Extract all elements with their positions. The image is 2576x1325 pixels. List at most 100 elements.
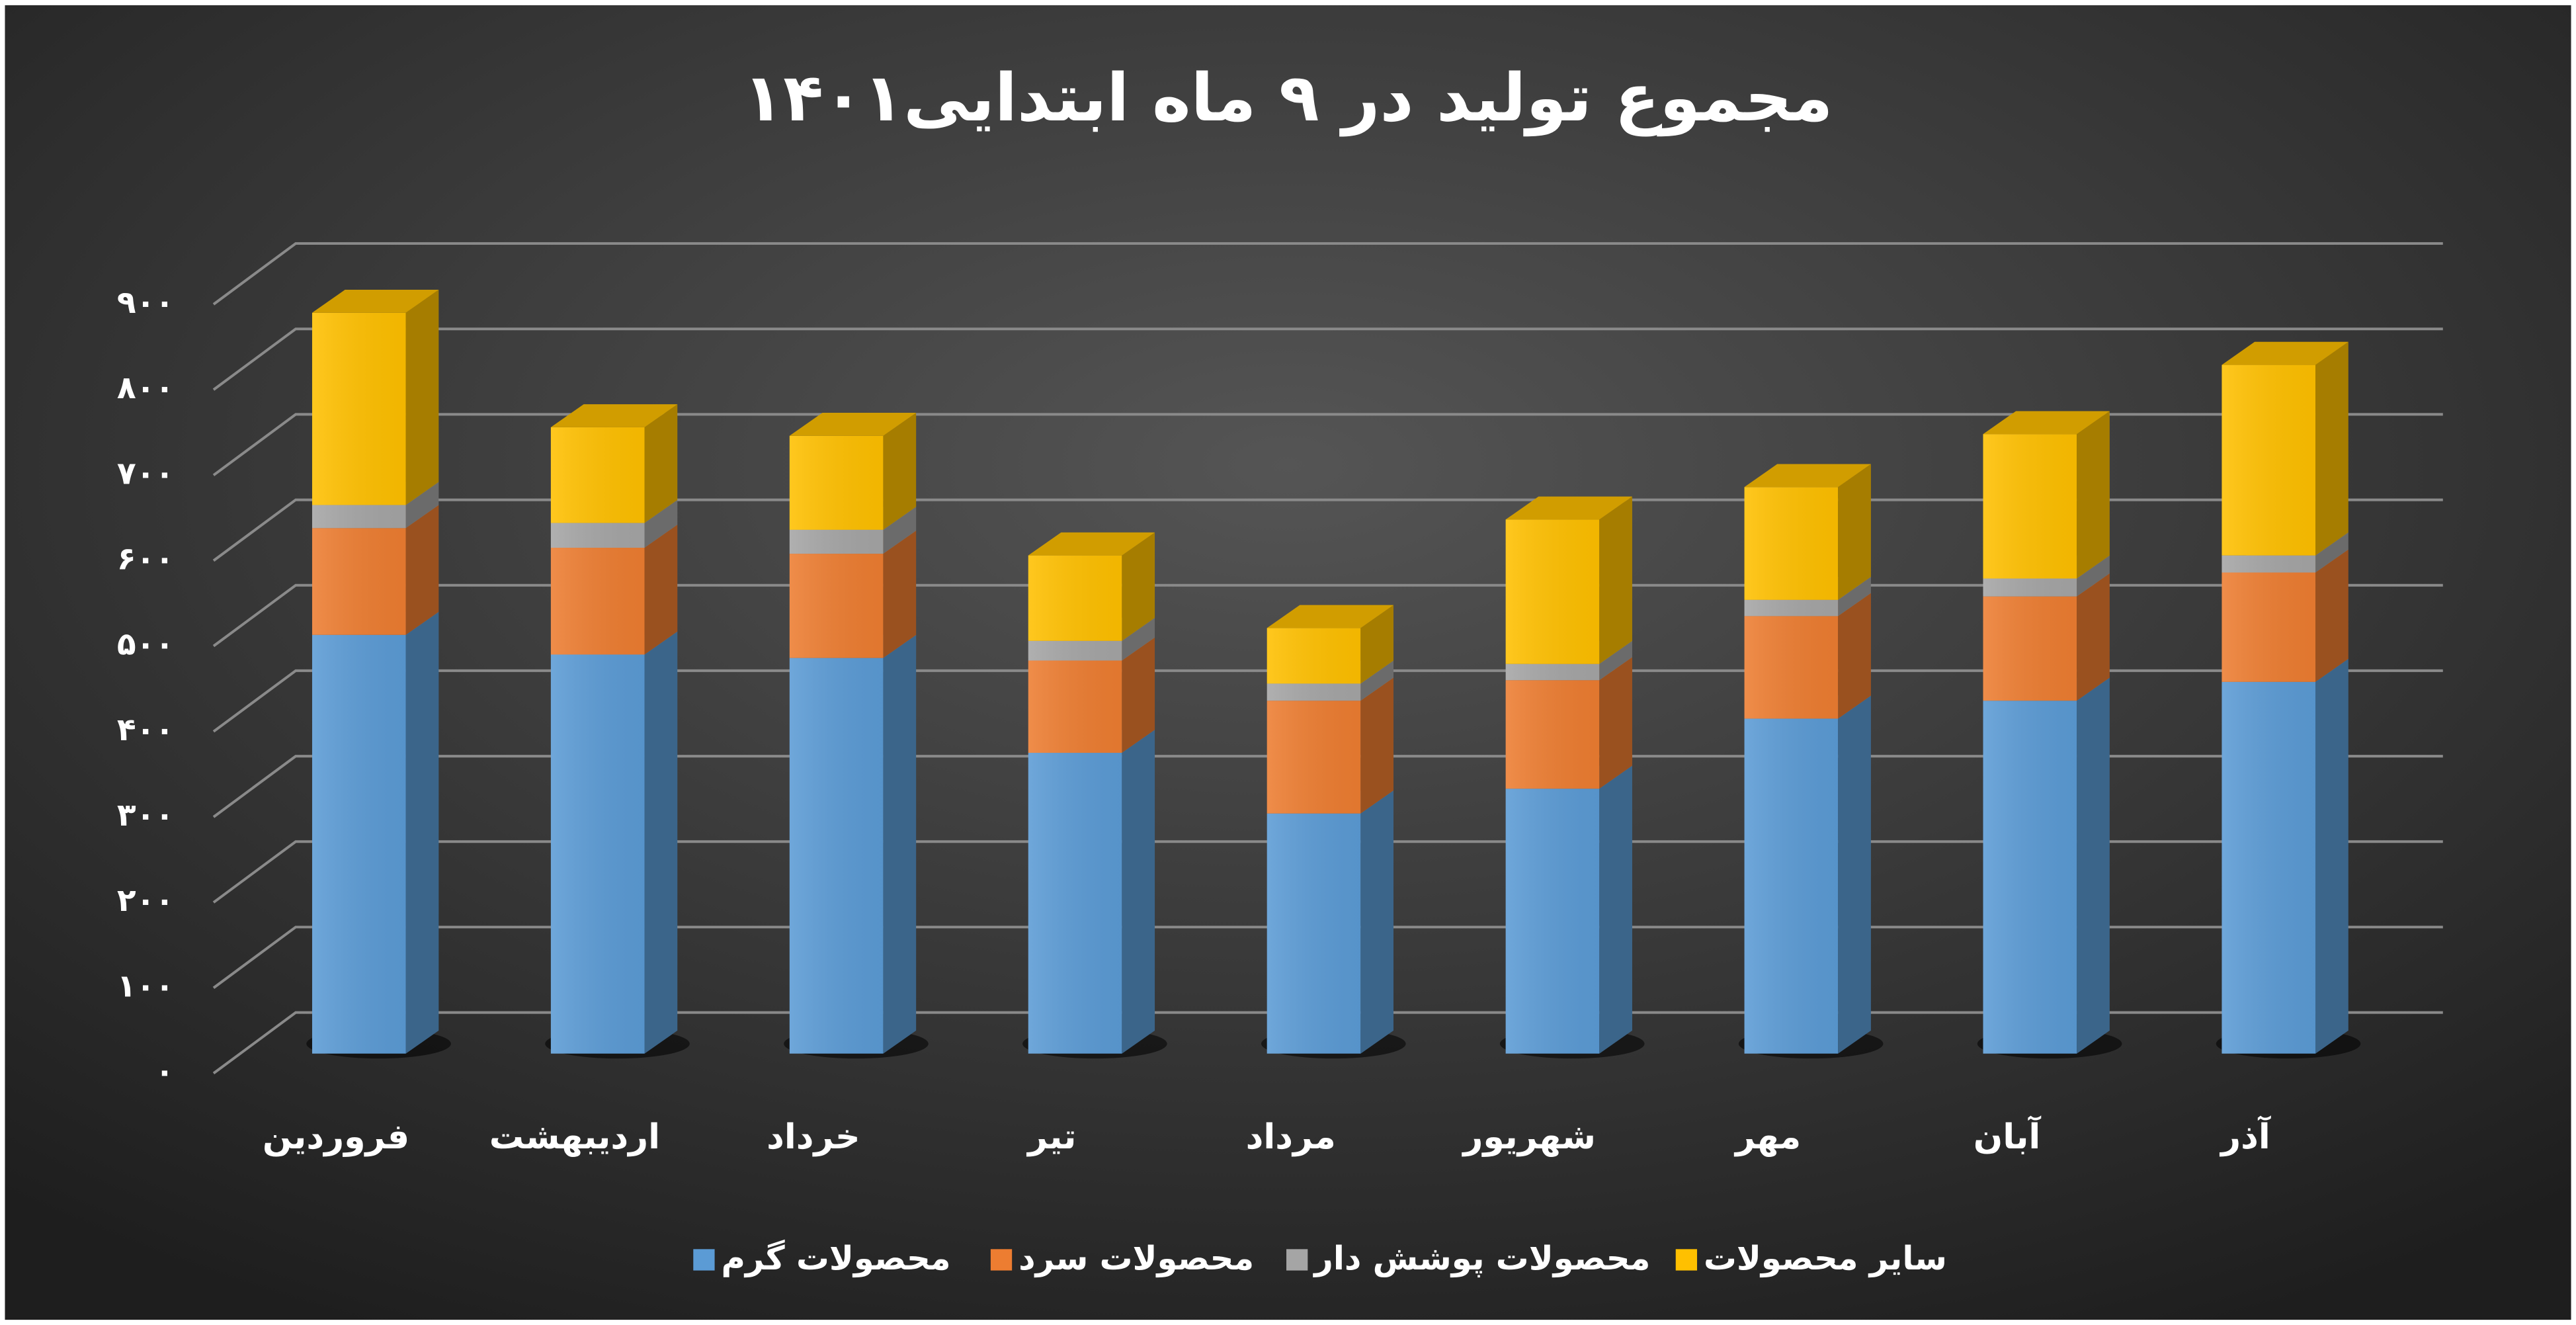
bar-side (644, 525, 678, 655)
bar-side (2315, 549, 2348, 682)
legend-label: محصولات پوشش دار (1312, 1239, 1650, 1278)
bar-side (644, 499, 678, 548)
bar-segment (550, 631, 678, 1054)
bar-side-shade (1838, 593, 1871, 719)
bar-side-shade (1122, 730, 1155, 1054)
bar-side-shade (405, 290, 439, 505)
bar-front-shine (1505, 519, 1600, 664)
bar-top (2222, 341, 2348, 365)
bar-side (2077, 411, 2110, 579)
bar-side-shade (405, 505, 439, 635)
y-tick-label: ۷۰۰ (117, 455, 174, 492)
bar-side (1599, 496, 1632, 664)
bar-side-shade (1599, 640, 1632, 681)
legend-label: سایر محصولات (1704, 1239, 1947, 1278)
bar-side (405, 505, 439, 635)
bar-side (883, 634, 917, 1054)
grid-line (212, 413, 2443, 476)
bar-side (2315, 341, 2348, 556)
bar-front-shine (1744, 487, 1839, 600)
bar-top (1505, 496, 1632, 520)
bar-top (312, 290, 439, 313)
bar-front-shine (1267, 683, 1361, 701)
bar-segment (1505, 496, 1632, 664)
bar-side-shade (883, 507, 917, 554)
bar-side (405, 611, 439, 1054)
bar-segment (1505, 765, 1632, 1054)
x-tick-label: فروردین (263, 1117, 409, 1157)
grid-line (212, 242, 2443, 306)
bar-segment (1744, 695, 1871, 1054)
bar-front-shine (789, 554, 884, 658)
bar-side-shade (1360, 605, 1393, 684)
bar-top-shade (1983, 411, 2110, 435)
grid-line (212, 755, 2443, 818)
legend-swatch (693, 1249, 715, 1271)
bar-front-shine (789, 435, 884, 530)
grid-line (212, 840, 2443, 904)
bar-side (1838, 464, 1871, 600)
y-tick-label: ۲۰۰ (117, 882, 174, 919)
bar-top-shade (1267, 605, 1393, 628)
bar-front-shine (1028, 555, 1122, 641)
bar-front-shine (1744, 599, 1839, 617)
bar-side-shade (644, 499, 678, 548)
y-tick-label: ۸۰۰ (117, 370, 174, 406)
bar-front-shine (550, 427, 645, 523)
bar-front-shine (312, 312, 406, 505)
bar-side-shade (2315, 532, 2348, 573)
bar-side (1360, 677, 1393, 814)
x-tick-label: شهریور (1461, 1117, 1595, 1157)
y-tick-label: ۰ (155, 1054, 174, 1090)
bar-top-shade (1744, 464, 1871, 488)
bar-top (789, 413, 917, 436)
bar-front-shine (2222, 364, 2316, 556)
bar-segment (2222, 659, 2348, 1054)
bar-side (1599, 657, 1632, 789)
bar-front-shine (1028, 640, 1122, 661)
bar-front-shine (1028, 753, 1122, 1054)
bar-side-shade (1599, 496, 1632, 664)
bar-side (1838, 577, 1871, 617)
bar-front-shine (1267, 813, 1361, 1054)
bar-top-shade (1028, 532, 1155, 556)
chart-title: مجموع تولید در ۹ ماه ابتدایی۱۴۰۱ (743, 60, 1833, 137)
bar-side-shade (1838, 577, 1871, 617)
bar-front-shine (1744, 616, 1839, 719)
bar-side-shade (1122, 637, 1155, 753)
bar-side (2077, 573, 2110, 701)
bar-side (2315, 532, 2348, 573)
bar-side-shade (644, 404, 678, 523)
bar-segment (312, 611, 439, 1054)
bar-segment (550, 404, 678, 523)
bar-side-shade (1122, 618, 1155, 661)
bar-front-shine (1983, 701, 2077, 1054)
bar-top (550, 404, 678, 427)
bar-front-shine (789, 529, 884, 554)
bar-segment (2222, 341, 2348, 556)
bar-top-shade (312, 290, 439, 313)
bar-side (1122, 730, 1155, 1054)
bar-side-shade (2077, 411, 2110, 579)
bar-front-shine (1505, 680, 1600, 789)
bar-front-shine (2222, 681, 2316, 1054)
bar-front-shine (550, 654, 645, 1054)
bar-segment (1983, 411, 2110, 579)
bar-segment (1744, 464, 1871, 600)
bar-side (644, 404, 678, 523)
bar-side-shade (883, 531, 917, 658)
bar-segment (1983, 677, 2110, 1054)
bar-side (1360, 790, 1393, 1054)
bar-front-shine (1267, 628, 1361, 684)
bar-front-shine (1983, 434, 2077, 579)
bar-side (644, 631, 678, 1054)
bar-top (1983, 411, 2110, 435)
bar-side (1122, 637, 1155, 753)
bar-top-shade (789, 413, 917, 436)
legend-label: محصولات گرم (722, 1239, 951, 1278)
x-tick-label: خرداد (767, 1117, 860, 1157)
bar-side-shade (405, 482, 439, 529)
bar-top-shade (2222, 341, 2348, 365)
grid-line (212, 1011, 2443, 1075)
